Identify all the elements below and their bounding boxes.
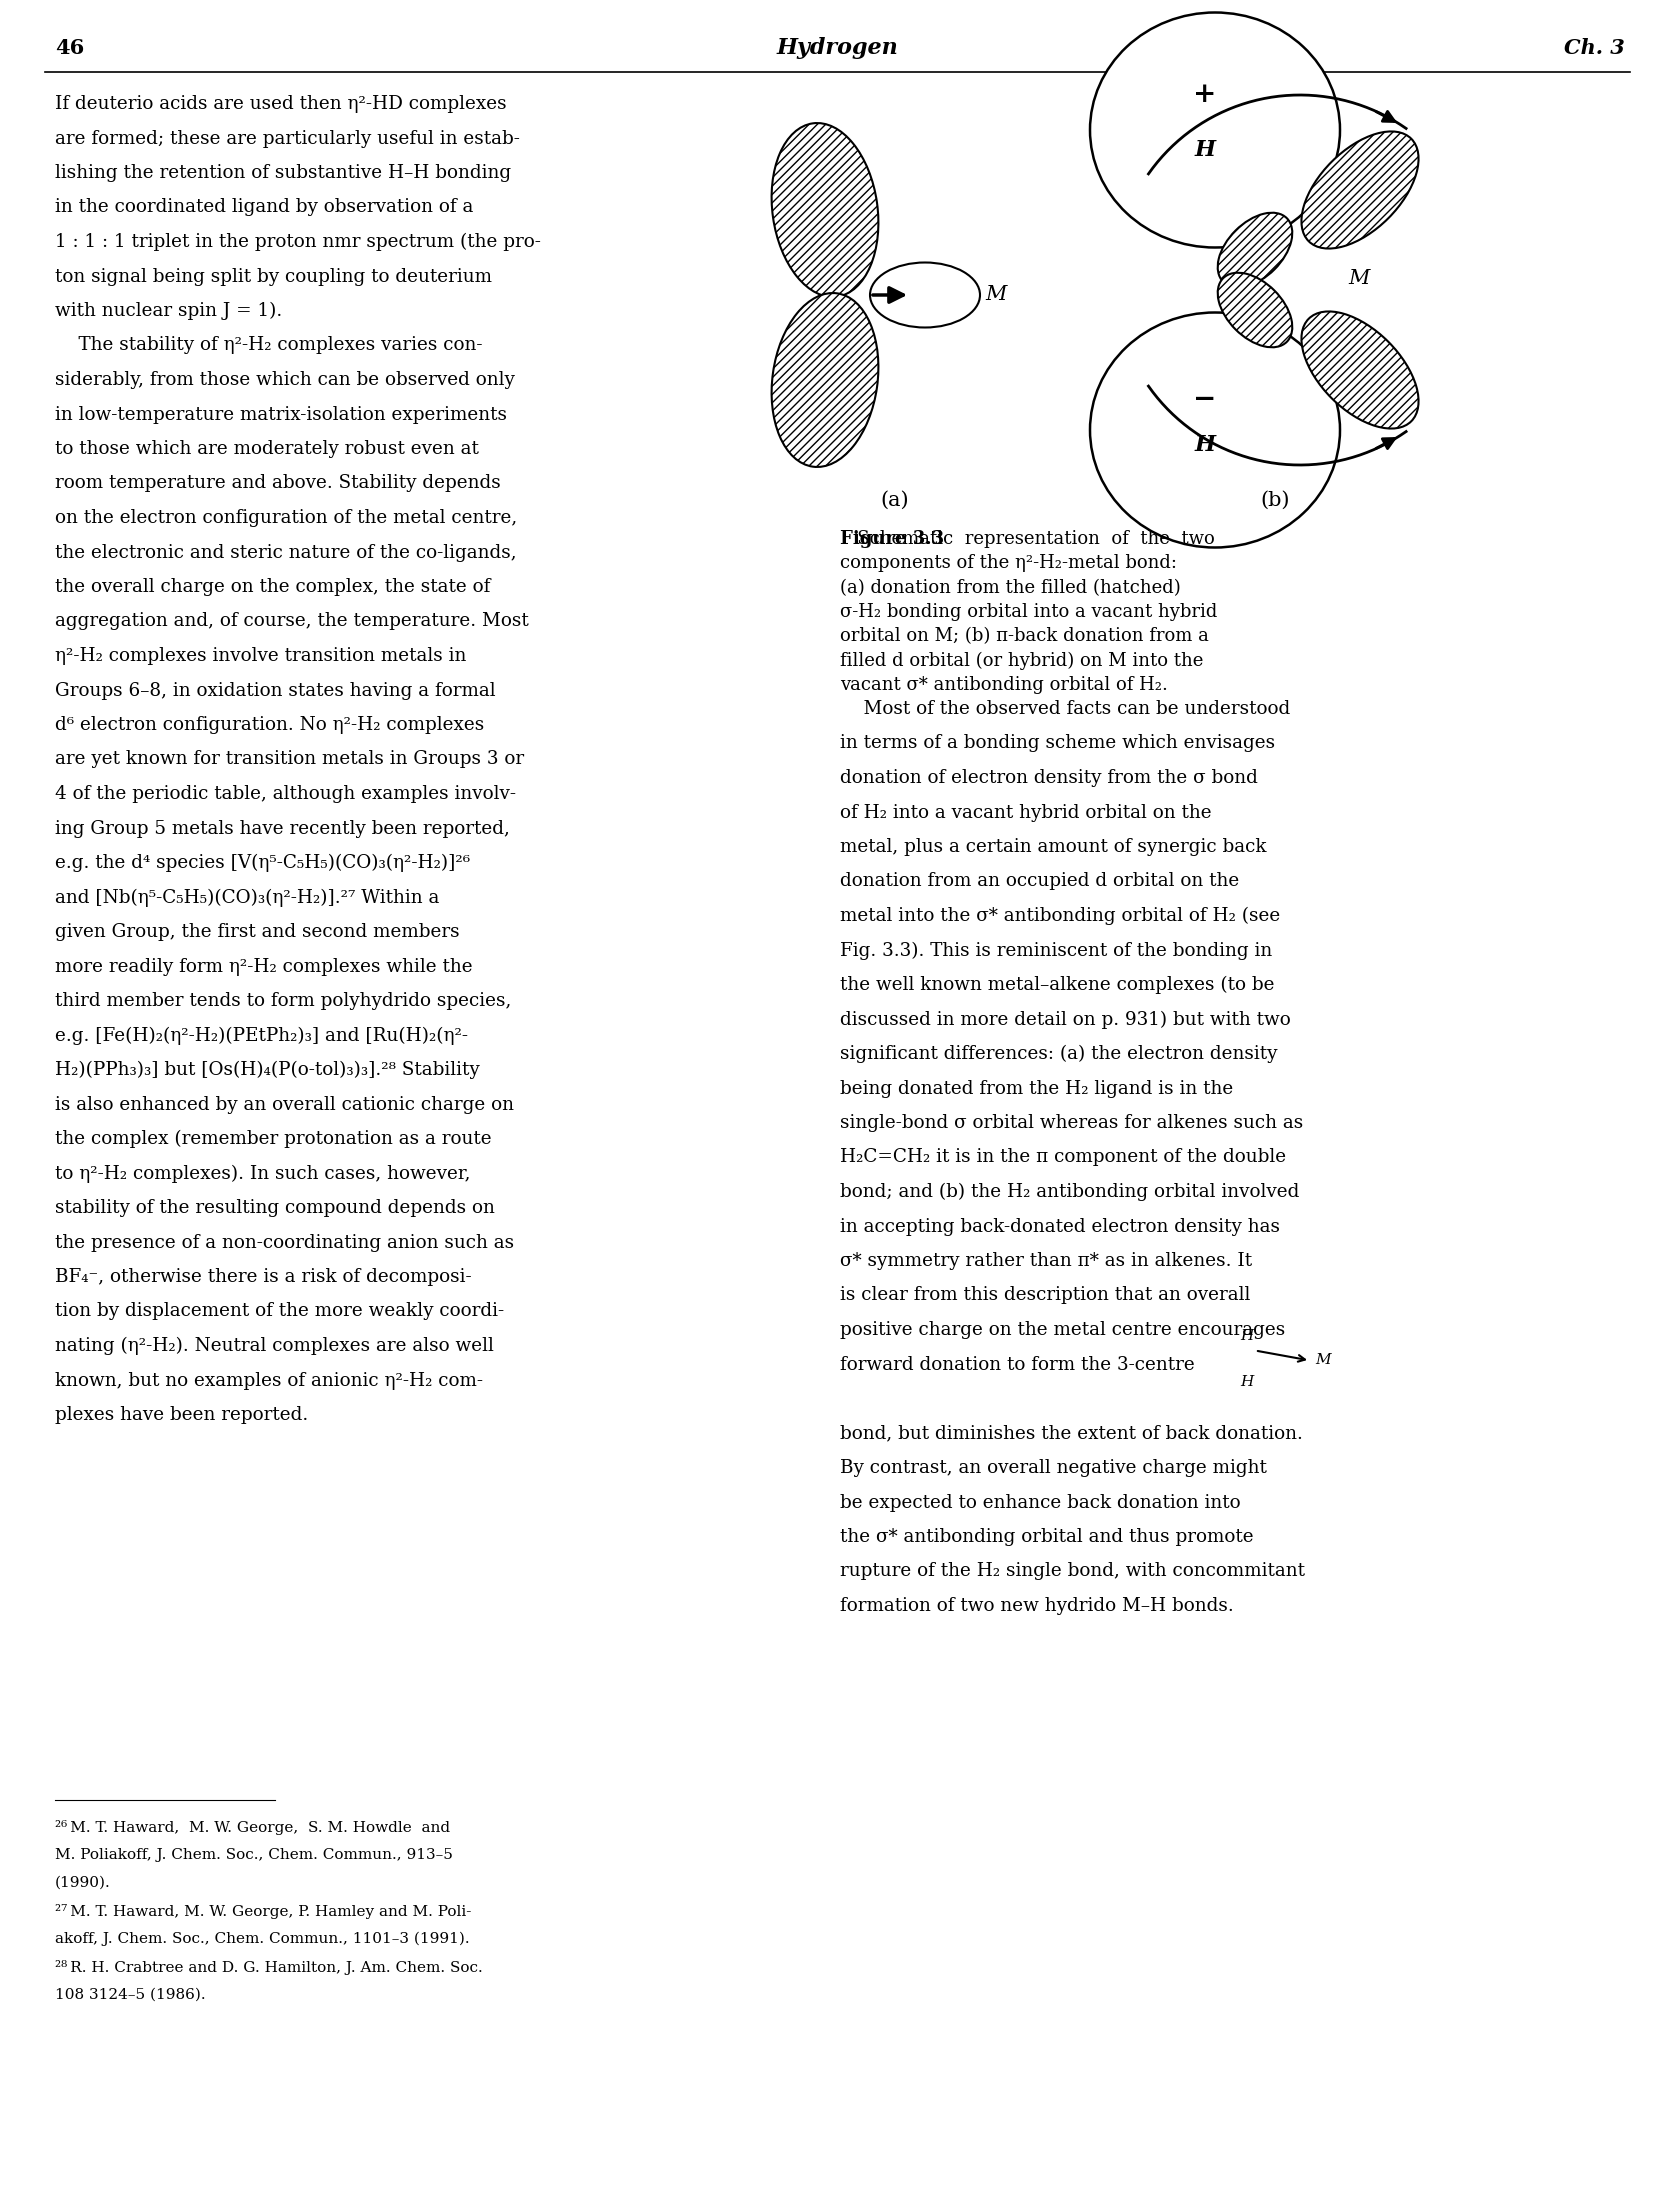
Ellipse shape	[1301, 312, 1419, 429]
Text: are formed; these are particularly useful in estab-: are formed; these are particularly usefu…	[55, 130, 519, 147]
Text: Ch. 3: Ch. 3	[1564, 37, 1625, 57]
Text: ing Group 5 metals have recently been reported,: ing Group 5 metals have recently been re…	[55, 820, 509, 838]
Text: H: H	[1194, 433, 1216, 455]
Text: be expected to enhance back donation into: be expected to enhance back donation int…	[839, 1493, 1241, 1511]
Text: 108 3124–5 (1986).: 108 3124–5 (1986).	[55, 1988, 206, 2001]
Text: H: H	[1194, 139, 1216, 161]
Text: Most of the observed facts can be understood: Most of the observed facts can be unders…	[839, 699, 1290, 719]
Text: single-bond σ orbital whereas for alkenes such as: single-bond σ orbital whereas for alkene…	[839, 1115, 1303, 1132]
Text: H₂)(PPh₃)₃] but [Os(H)₄(P(o-tol)₃)₃].²⁸ Stability: H₂)(PPh₃)₃] but [Os(H)₄(P(o-tol)₃)₃].²⁸ …	[55, 1060, 479, 1080]
Text: Fig. 3.3). This is reminiscent of the bonding in: Fig. 3.3). This is reminiscent of the bo…	[839, 941, 1273, 959]
Text: more readily form η²-H₂ complexes while the: more readily form η²-H₂ complexes while …	[55, 957, 472, 976]
Text: aggregation and, of course, the temperature. Most: aggregation and, of course, the temperat…	[55, 614, 529, 631]
Text: (a): (a)	[881, 490, 910, 510]
Text: stability of the resulting compound depends on: stability of the resulting compound depe…	[55, 1198, 494, 1216]
Text: metal into the σ* antibonding orbital of H₂ (see: metal into the σ* antibonding orbital of…	[839, 906, 1280, 926]
Text: in terms of a bonding scheme which envisages: in terms of a bonding scheme which envis…	[839, 734, 1275, 752]
Text: σ* symmetry rather than π* as in alkenes. It: σ* symmetry rather than π* as in alkenes…	[839, 1251, 1253, 1271]
Text: ton signal being split by coupling to deuterium: ton signal being split by coupling to de…	[55, 268, 492, 286]
Text: discussed in more detail on p. 931) but with two: discussed in more detail on p. 931) but …	[839, 1012, 1291, 1029]
Text: known, but no examples of anionic η²-H₂ com-: known, but no examples of anionic η²-H₂ …	[55, 1372, 482, 1390]
Text: in low-temperature matrix-isolation experiments: in low-temperature matrix-isolation expe…	[55, 405, 508, 424]
Text: bond; and (b) the H₂ antibonding orbital involved: bond; and (b) the H₂ antibonding orbital…	[839, 1183, 1300, 1201]
Text: The stability of η²-H₂ complexes varies con-: The stability of η²-H₂ complexes varies …	[55, 336, 482, 354]
Text: e.g. [Fe(H)₂(η²-H₂)(PEtPh₂)₃] and [Ru(H)₂(η²-: e.g. [Fe(H)₂(η²-H₂)(PEtPh₂)₃] and [Ru(H)…	[55, 1027, 467, 1045]
Text: formation of two new hydrido M–H bonds.: formation of two new hydrido M–H bonds.	[839, 1596, 1234, 1614]
Text: By contrast, an overall negative charge might: By contrast, an overall negative charge …	[839, 1458, 1266, 1478]
Text: 4 of the periodic table, although examples involv-: 4 of the periodic table, although exampl…	[55, 785, 516, 803]
Text: room temperature and above. Stability depends: room temperature and above. Stability de…	[55, 475, 501, 493]
Text: ²⁶ M. T. Haward,  M. W. George,  S. M. Howdle  and: ²⁶ M. T. Haward, M. W. George, S. M. How…	[55, 1821, 451, 1834]
Ellipse shape	[1218, 213, 1293, 288]
Text: ²⁸ R. H. Crabtree and D. G. Hamilton, J. Am. Chem. Soc.: ²⁸ R. H. Crabtree and D. G. Hamilton, J.…	[55, 1959, 482, 1975]
Text: nating (η²-H₂). Neutral complexes are also well: nating (η²-H₂). Neutral complexes are al…	[55, 1337, 494, 1355]
Text: η²-H₂ complexes involve transition metals in: η²-H₂ complexes involve transition metal…	[55, 647, 466, 664]
Ellipse shape	[772, 123, 878, 297]
Text: (1990).: (1990).	[55, 1876, 111, 1889]
Text: d⁶ electron configuration. No η²-H₂ complexes: d⁶ electron configuration. No η²-H₂ comp…	[55, 717, 484, 734]
Ellipse shape	[1090, 312, 1340, 548]
Text: the complex (remember protonation as a route: the complex (remember protonation as a r…	[55, 1130, 492, 1148]
Text: plexes have been reported.: plexes have been reported.	[55, 1405, 308, 1425]
Text: metal, plus a certain amount of synergic back: metal, plus a certain amount of synergic…	[839, 838, 1266, 855]
Text: positive charge on the metal centre encourages: positive charge on the metal centre enco…	[839, 1322, 1285, 1339]
Text: on the electron configuration of the metal centre,: on the electron configuration of the met…	[55, 508, 518, 528]
Text: with nuclear spin J = 1).: with nuclear spin J = 1).	[55, 301, 283, 321]
Text: 1 : 1 : 1 triplet in the proton nmr spectrum (the pro-: 1 : 1 : 1 triplet in the proton nmr spec…	[55, 233, 541, 251]
Text: significant differences: (a) the electron density: significant differences: (a) the electro…	[839, 1045, 1278, 1064]
Text: H: H	[1240, 1377, 1253, 1390]
Text: the overall charge on the complex, the state of: the overall charge on the complex, the s…	[55, 578, 491, 596]
Text: are yet known for transition metals in Groups 3 or: are yet known for transition metals in G…	[55, 750, 524, 767]
Text: third member tends to form polyhydrido species,: third member tends to form polyhydrido s…	[55, 992, 511, 1009]
Text: BF₄⁻, otherwise there is a risk of decomposi-: BF₄⁻, otherwise there is a risk of decom…	[55, 1269, 472, 1286]
Text: Schematic  representation  of  the  two
components of the η²-H₂-metal bond:
(a) : Schematic representation of the two comp…	[839, 530, 1218, 695]
Text: to those which are moderately robust even at: to those which are moderately robust eve…	[55, 440, 479, 457]
Text: donation of electron density from the σ bond: donation of electron density from the σ …	[839, 770, 1258, 787]
Text: Groups 6–8, in oxidation states having a formal: Groups 6–8, in oxidation states having a…	[55, 682, 496, 699]
Text: +: +	[1193, 81, 1216, 108]
Ellipse shape	[1301, 132, 1419, 248]
Text: and [Nb(η⁵-C₅H₅)(CO)₃(η²-H₂)].²⁷ Within a: and [Nb(η⁵-C₅H₅)(CO)₃(η²-H₂)].²⁷ Within …	[55, 888, 439, 906]
Text: akoff, J. Chem. Soc., Chem. Commun., 1101–3 (1991).: akoff, J. Chem. Soc., Chem. Commun., 110…	[55, 1933, 469, 1946]
Text: in the coordinated ligand by observation of a: in the coordinated ligand by observation…	[55, 198, 474, 216]
Text: being donated from the H₂ ligand is in the: being donated from the H₂ ligand is in t…	[839, 1080, 1233, 1097]
Text: Figure 3.3: Figure 3.3	[839, 530, 945, 548]
Text: M. Poliakoff, J. Chem. Soc., Chem. Commun., 913–5: M. Poliakoff, J. Chem. Soc., Chem. Commu…	[55, 1847, 452, 1863]
Text: If deuterio acids are used then η²-HD complexes: If deuterio acids are used then η²-HD co…	[55, 95, 506, 112]
Text: H₂C=CH₂ it is in the π component of the double: H₂C=CH₂ it is in the π component of the …	[839, 1148, 1286, 1165]
Text: the electronic and steric nature of the co-ligands,: the electronic and steric nature of the …	[55, 543, 516, 561]
Text: lishing the retention of substantive H–H bonding: lishing the retention of substantive H–H…	[55, 165, 511, 183]
Text: the σ* antibonding orbital and thus promote: the σ* antibonding orbital and thus prom…	[839, 1528, 1253, 1546]
Text: forward donation to form the 3-centre: forward donation to form the 3-centre	[839, 1355, 1194, 1374]
Text: rupture of the H₂ single bond, with concommitant: rupture of the H₂ single bond, with conc…	[839, 1563, 1305, 1581]
Text: in accepting back-donated electron density has: in accepting back-donated electron densi…	[839, 1218, 1280, 1236]
Text: H: H	[1240, 1330, 1253, 1344]
Text: is also enhanced by an overall cationic charge on: is also enhanced by an overall cationic …	[55, 1095, 514, 1113]
Text: given Group, the first and second members: given Group, the first and second member…	[55, 924, 459, 941]
Ellipse shape	[1090, 13, 1340, 248]
Text: M: M	[1315, 1355, 1330, 1368]
Text: is clear from this description that an overall: is clear from this description that an o…	[839, 1286, 1250, 1304]
Text: −: −	[1193, 387, 1216, 413]
Text: M: M	[985, 286, 1007, 303]
Text: bond, but diminishes the extent of back donation.: bond, but diminishes the extent of back …	[839, 1425, 1303, 1443]
Text: the well known metal–alkene complexes (to be: the well known metal–alkene complexes (t…	[839, 976, 1275, 994]
Text: donation from an occupied d orbital on the: donation from an occupied d orbital on t…	[839, 873, 1240, 891]
Text: of H₂ into a vacant hybrid orbital on the: of H₂ into a vacant hybrid orbital on th…	[839, 803, 1211, 822]
Text: Hydrogen: Hydrogen	[776, 37, 898, 59]
Ellipse shape	[1218, 273, 1293, 347]
Text: to η²-H₂ complexes). In such cases, however,: to η²-H₂ complexes). In such cases, howe…	[55, 1165, 471, 1183]
Text: ²⁷ M. T. Haward, M. W. George, P. Hamley and M. Poli-: ²⁷ M. T. Haward, M. W. George, P. Hamley…	[55, 1904, 471, 1920]
Text: 46: 46	[55, 37, 84, 57]
Text: tion by displacement of the more weakly coordi-: tion by displacement of the more weakly …	[55, 1302, 504, 1322]
Ellipse shape	[772, 292, 878, 466]
Ellipse shape	[869, 262, 980, 328]
Text: e.g. the d⁴ species [V(η⁵-C₅H₅)(CO)₃(η²-H₂)]²⁶: e.g. the d⁴ species [V(η⁵-C₅H₅)(CO)₃(η²-…	[55, 853, 471, 873]
Text: M: M	[1348, 268, 1370, 288]
Text: (b): (b)	[1260, 490, 1290, 510]
Text: siderably, from those which can be observed only: siderably, from those which can be obser…	[55, 372, 514, 389]
Text: the presence of a non-coordinating anion such as: the presence of a non-coordinating anion…	[55, 1234, 514, 1251]
